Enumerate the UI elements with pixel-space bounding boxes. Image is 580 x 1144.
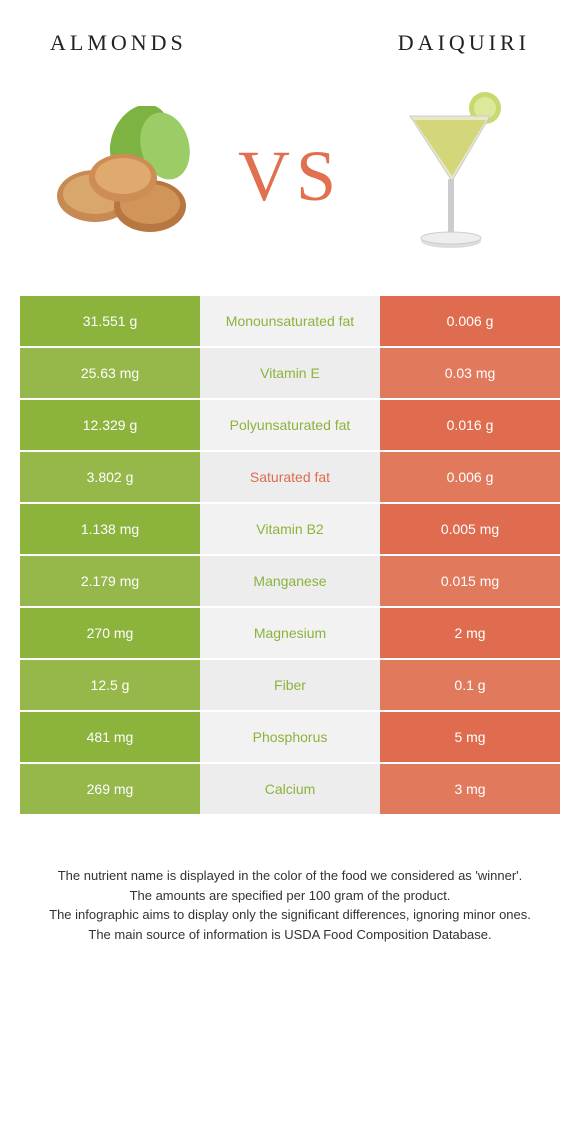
- left-value: 12.5 g: [20, 660, 200, 710]
- table-row: 481 mgPhosphorus5 mg: [20, 712, 560, 762]
- footnote-line: The infographic aims to display only the…: [30, 905, 550, 925]
- left-value: 3.802 g: [20, 452, 200, 502]
- table-row: 1.138 mgVitamin B20.005 mg: [20, 504, 560, 554]
- footnote-line: The main source of information is USDA F…: [30, 925, 550, 945]
- table-row: 31.551 gMonounsaturated fat0.006 g: [20, 296, 560, 346]
- nutrient-label: Saturated fat: [200, 452, 380, 502]
- nutrient-label: Calcium: [200, 764, 380, 814]
- footnotes: The nutrient name is displayed in the co…: [0, 816, 580, 964]
- table-row: 269 mgCalcium3 mg: [20, 764, 560, 814]
- nutrient-label: Fiber: [200, 660, 380, 710]
- almonds-image: [40, 86, 220, 266]
- right-value: 0.006 g: [380, 452, 560, 502]
- right-value: 0.015 mg: [380, 556, 560, 606]
- right-value: 2 mg: [380, 608, 560, 658]
- table-row: 25.63 mgVitamin E0.03 mg: [20, 348, 560, 398]
- table-row: 3.802 gSaturated fat0.006 g: [20, 452, 560, 502]
- table-row: 12.329 gPolyunsaturated fat0.016 g: [20, 400, 560, 450]
- vs-label: VS: [238, 135, 342, 218]
- right-value: 3 mg: [380, 764, 560, 814]
- nutrient-label: Monounsaturated fat: [200, 296, 380, 346]
- table-row: 12.5 gFiber0.1 g: [20, 660, 560, 710]
- right-value: 0.1 g: [380, 660, 560, 710]
- left-value: 270 mg: [20, 608, 200, 658]
- nutrient-label: Phosphorus: [200, 712, 380, 762]
- header: Almonds Daiquiri: [0, 0, 580, 66]
- left-value: 269 mg: [20, 764, 200, 814]
- comparison-table: 31.551 gMonounsaturated fat0.006 g25.63 …: [20, 296, 560, 814]
- left-value: 481 mg: [20, 712, 200, 762]
- right-value: 0.03 mg: [380, 348, 560, 398]
- left-value: 12.329 g: [20, 400, 200, 450]
- nutrient-label: Polyunsaturated fat: [200, 400, 380, 450]
- daiquiri-image: [360, 86, 540, 266]
- nutrient-label: Vitamin E: [200, 348, 380, 398]
- table-row: 2.179 mgManganese0.015 mg: [20, 556, 560, 606]
- right-value: 5 mg: [380, 712, 560, 762]
- nutrient-label: Manganese: [200, 556, 380, 606]
- footnote-line: The amounts are specified per 100 gram o…: [30, 886, 550, 906]
- right-value: 0.005 mg: [380, 504, 560, 554]
- left-title: Almonds: [50, 30, 187, 56]
- left-value: 31.551 g: [20, 296, 200, 346]
- left-value: 1.138 mg: [20, 504, 200, 554]
- left-value: 25.63 mg: [20, 348, 200, 398]
- footnote-line: The nutrient name is displayed in the co…: [30, 866, 550, 886]
- table-row: 270 mgMagnesium2 mg: [20, 608, 560, 658]
- nutrient-label: Magnesium: [200, 608, 380, 658]
- right-value: 0.016 g: [380, 400, 560, 450]
- nutrient-label: Vitamin B2: [200, 504, 380, 554]
- right-title: Daiquiri: [398, 30, 530, 56]
- hero-row: VS: [0, 66, 580, 296]
- right-value: 0.006 g: [380, 296, 560, 346]
- left-value: 2.179 mg: [20, 556, 200, 606]
